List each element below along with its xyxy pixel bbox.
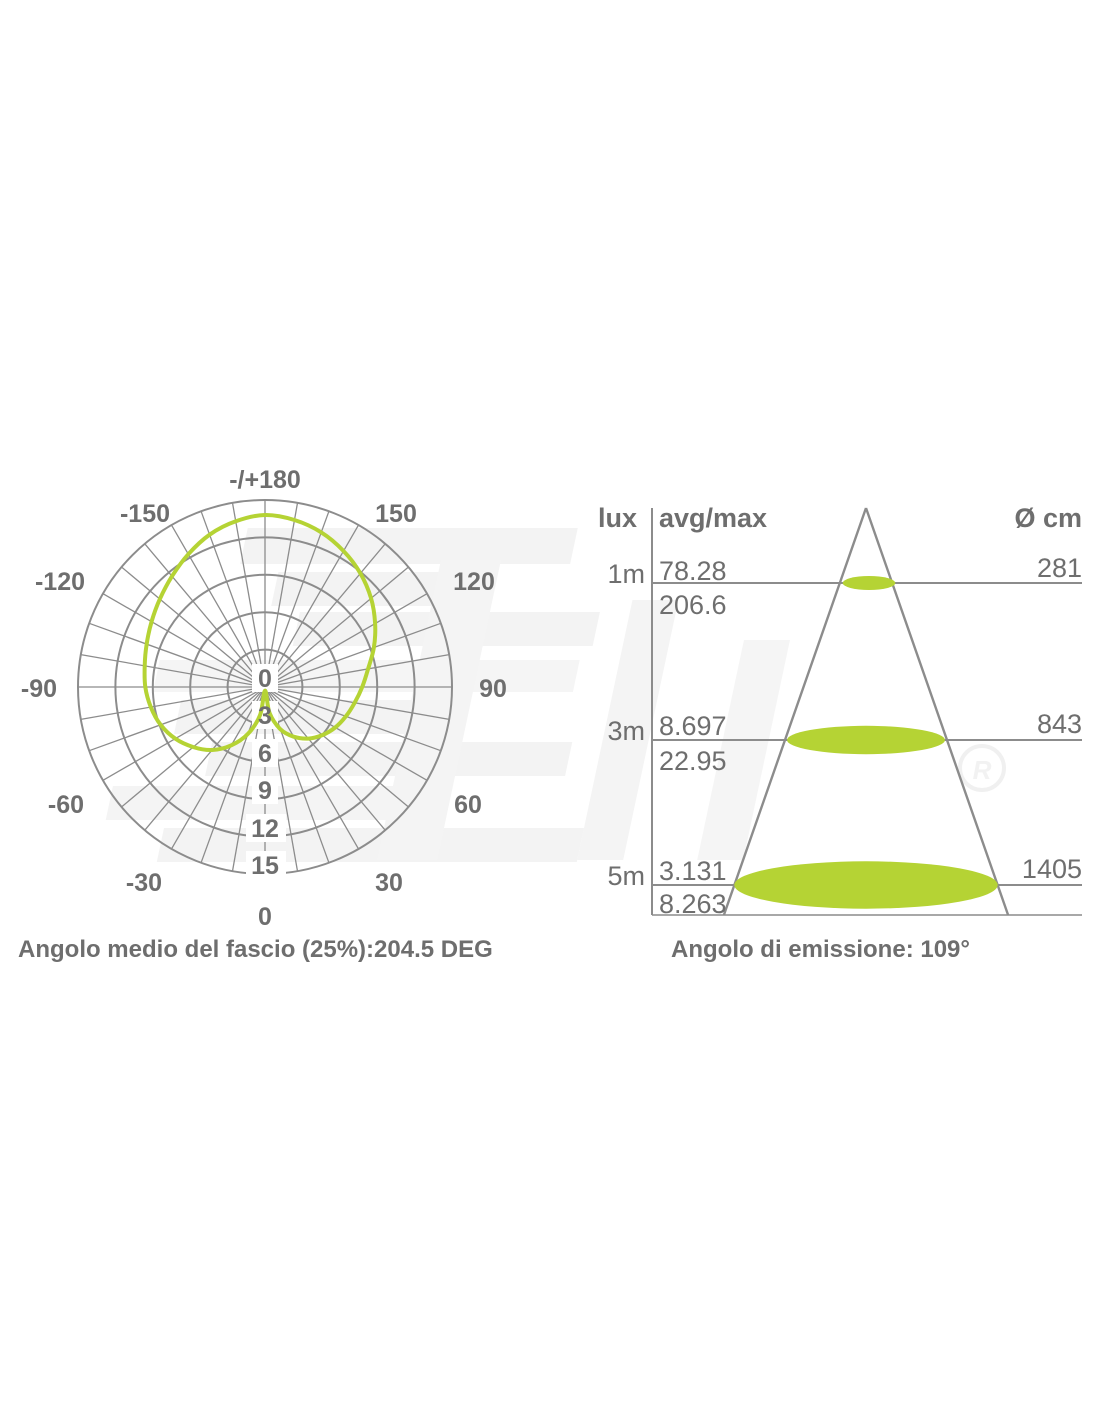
polar-label-180: -/+180 (229, 466, 301, 494)
polar-label-90: 90 (479, 675, 507, 703)
cone-row1-diameter: 281 (1037, 553, 1082, 583)
cone-row2-avg: 8.697 (659, 711, 727, 741)
cone-row3-diameter: 1405 (1022, 854, 1082, 884)
light-cone (722, 507, 1010, 916)
light-pool-1m (842, 576, 896, 590)
polar-angle-labels: -/+180 -150 150 -120 120 -90 90 -60 60 -… (21, 466, 507, 931)
cone-row2-distance: 3m (607, 716, 645, 746)
polar-label-0: 0 (258, 903, 272, 931)
polar-label-120: 120 (453, 568, 495, 596)
polar-caption: Angolo medio del fascio (25%):204.5 DEG (18, 936, 493, 963)
polar-label-neg60: -60 (48, 791, 84, 819)
polar-label-30: 30 (375, 869, 403, 897)
polar-label-60: 60 (454, 791, 482, 819)
svg-text:R: R (973, 755, 992, 785)
polar-label-neg90: -90 (21, 675, 57, 703)
polar-tick-3: 3 (258, 702, 272, 730)
polar-tick-15: 15 (251, 852, 279, 880)
polar-label-neg150: -150 (120, 500, 170, 528)
polar-tick-12: 12 (251, 815, 279, 843)
cone-diagram: lux avg/max Ø cm 1m 78.28 206.6 281 3m 8… (598, 503, 1082, 963)
light-pool-3m (787, 725, 945, 755)
cone-row2-diameter: 843 (1037, 709, 1082, 739)
cone-row1-max: 206.6 (659, 590, 727, 620)
cone-header-diameter: Ø cm (1014, 503, 1082, 533)
cone-row1-distance: 1m (607, 559, 645, 589)
cone-row1-avg: 78.28 (659, 556, 727, 586)
polar-tick-9: 9 (258, 777, 272, 805)
cone-row2-max: 22.95 (659, 746, 727, 776)
light-pool-5m (734, 861, 998, 909)
polar-tick-0: 0 (258, 665, 272, 693)
intensity-curve-main (142, 512, 378, 753)
polar-diagram: -/+180 -150 150 -120 120 -90 90 -60 60 -… (18, 466, 507, 963)
cone-row3-avg: 3.131 (659, 856, 727, 886)
cone-caption: Angolo di emissione: 109° (671, 936, 970, 963)
polar-radial-tick-backdrops (246, 664, 286, 879)
polar-label-150: 150 (375, 500, 417, 528)
polar-radial-labels: 0 3 6 9 12 15 (251, 665, 279, 880)
polar-tick-6: 6 (258, 740, 272, 768)
cone-row3-max: 8.263 (659, 889, 727, 919)
cone-header-lux: lux (598, 503, 637, 533)
polar-label-neg120: -120 (35, 568, 85, 596)
polar-label-neg30: -30 (126, 869, 162, 897)
cone-row3-distance: 5m (607, 861, 645, 891)
cone-header-avgmax: avg/max (659, 503, 767, 533)
